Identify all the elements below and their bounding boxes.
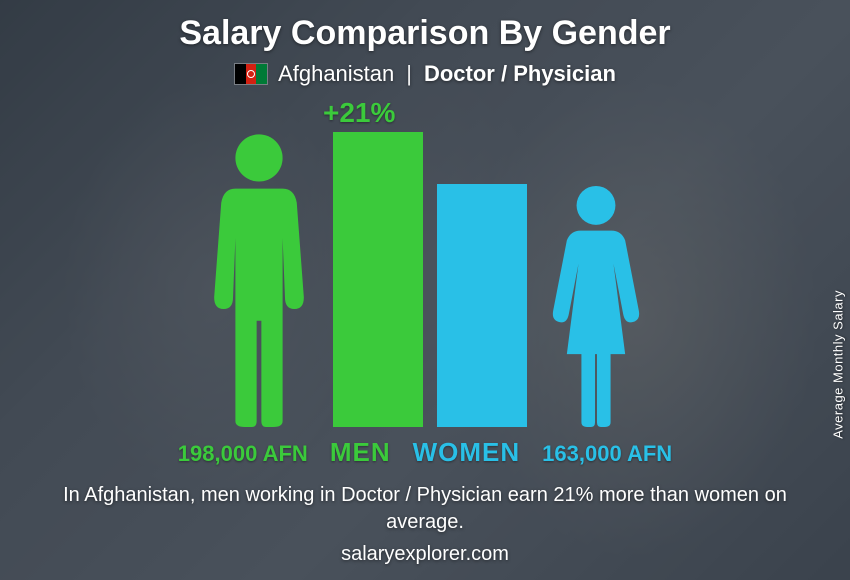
page-title: Salary Comparison By Gender bbox=[0, 0, 850, 53]
flag-stripe-red bbox=[246, 64, 257, 84]
women-icon-column bbox=[541, 184, 651, 427]
flag-emblem bbox=[247, 70, 255, 78]
chart-area: +21% bbox=[0, 97, 850, 427]
woman-icon bbox=[541, 184, 651, 427]
afghanistan-flag-icon bbox=[234, 63, 268, 85]
subtitle-separator: | bbox=[406, 61, 412, 87]
man-icon bbox=[199, 132, 319, 427]
men-label: MEN bbox=[330, 437, 391, 468]
percentage-difference: +21% bbox=[323, 97, 395, 129]
footer-source: salaryexplorer.com bbox=[0, 543, 850, 566]
flag-stripe-green bbox=[256, 64, 267, 84]
subtitle-country: Afghanistan bbox=[278, 61, 394, 87]
men-icon-column bbox=[199, 132, 319, 427]
women-bar bbox=[437, 184, 527, 427]
men-bar bbox=[333, 132, 423, 427]
infographic-content: Salary Comparison By Gender Afghanistan … bbox=[0, 0, 850, 580]
women-salary-value: 163,000 AFN bbox=[542, 441, 672, 467]
subtitle: Afghanistan | Doctor / Physician bbox=[0, 61, 850, 87]
women-label: WOMEN bbox=[413, 437, 521, 468]
labels-row: 198,000 AFN MEN WOMEN 163,000 AFN bbox=[0, 437, 850, 468]
men-salary-value: 198,000 AFN bbox=[178, 441, 308, 467]
flag-stripe-black bbox=[235, 64, 246, 84]
y-axis-label: Average Monthly Salary bbox=[831, 290, 846, 439]
subtitle-occupation: Doctor / Physician bbox=[424, 61, 616, 87]
summary-text: In Afghanistan, men working in Doctor / … bbox=[0, 482, 850, 536]
